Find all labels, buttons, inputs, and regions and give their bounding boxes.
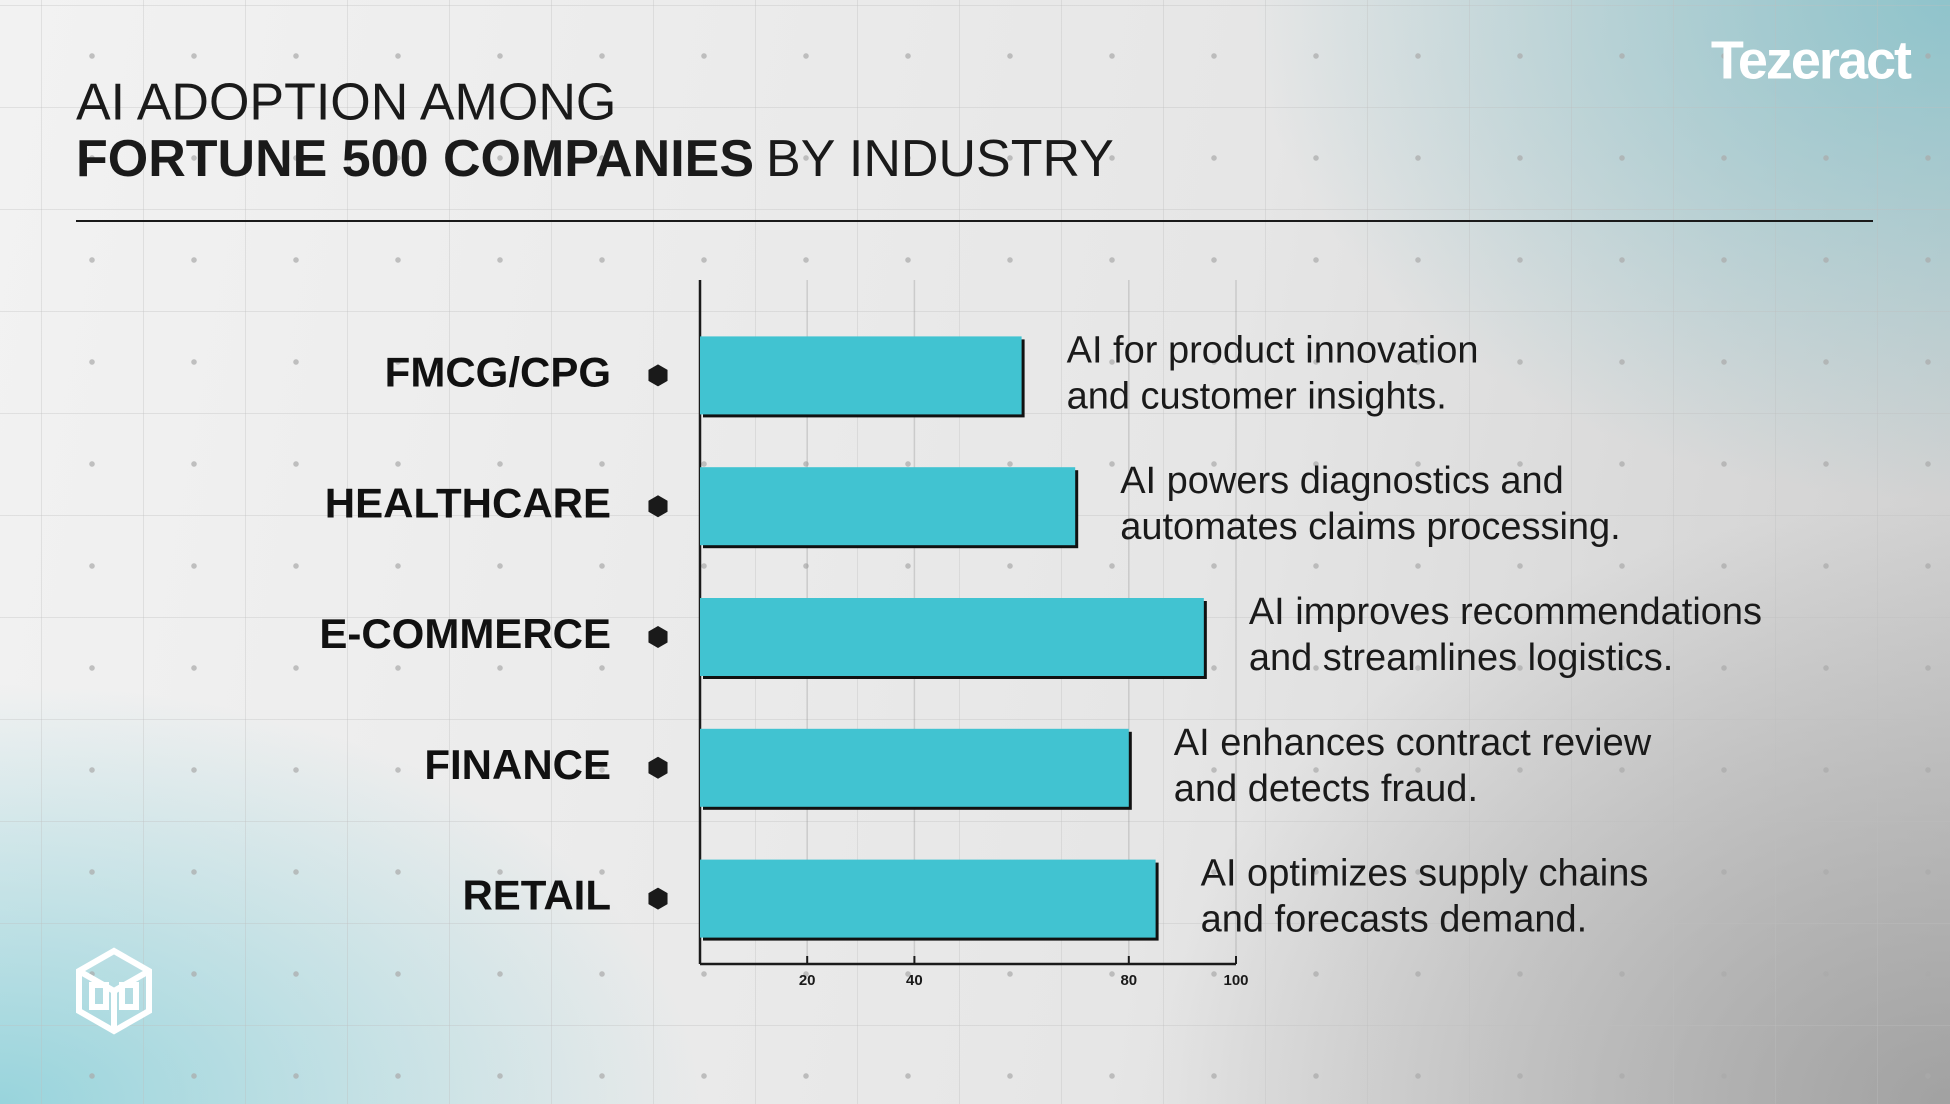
corner-logo <box>76 947 152 1035</box>
annotation: AI improves recommendations <box>1249 591 1762 633</box>
bar <box>700 598 1204 676</box>
chart-title-rest: BY INDUSTRY <box>766 130 1114 188</box>
x-tick-label: 100 <box>1223 972 1248 989</box>
bullet <box>648 495 668 518</box>
bar <box>700 336 1022 415</box>
x-tick-label: 80 <box>1120 972 1137 989</box>
chart-title-bold: FORTUNE 500 COMPANIES <box>76 130 754 188</box>
bar <box>700 728 1129 807</box>
bar <box>700 859 1156 938</box>
y-tick-label: RETAIL <box>462 872 611 919</box>
annotation: AI optimizes supply chains <box>1201 853 1649 895</box>
chart-title-line2: FORTUNE 500 COMPANIES BY INDUSTRY <box>76 130 1114 188</box>
bullet <box>648 887 668 910</box>
annotation: and streamlines logistics. <box>1249 637 1674 679</box>
bullet <box>648 364 668 387</box>
y-tick-label: E-COMMERCE <box>319 610 611 657</box>
y-tick-label: HEALTHCARE <box>325 479 611 526</box>
y-tick-label: FMCG/CPG <box>385 348 611 395</box>
x-tick-label: 40 <box>906 972 923 989</box>
bullet <box>648 756 668 779</box>
bar <box>700 467 1076 546</box>
annotation: and customer insights. <box>1067 375 1447 417</box>
y-tick-label: FINANCE <box>424 741 611 788</box>
annotation: AI enhances contract review <box>1174 722 1652 764</box>
x-tick-label: 20 <box>799 972 816 989</box>
annotation: and forecasts demand. <box>1201 899 1588 941</box>
annotation: automates claims processing. <box>1120 506 1621 548</box>
annotation: AI for product innovation <box>1067 329 1479 371</box>
brand-logo: Tezeract <box>1711 30 1912 90</box>
bullet <box>648 626 668 648</box>
annotation: AI powers diagnostics and <box>1120 460 1564 502</box>
annotation: and detects fraud. <box>1174 768 1478 810</box>
chart-title: AI ADOPTION AMONG <box>76 74 616 132</box>
